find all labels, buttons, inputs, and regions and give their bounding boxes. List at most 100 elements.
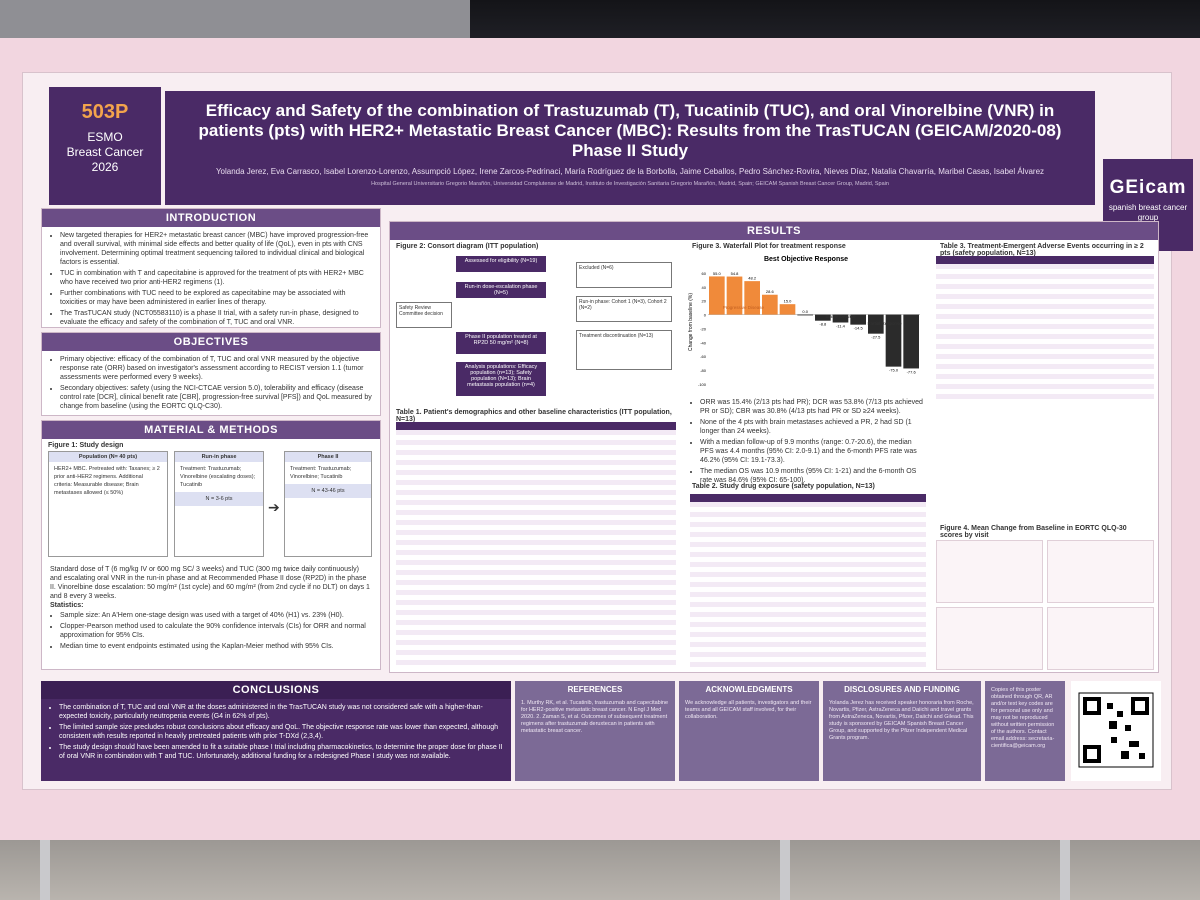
- waterfall-bar: [868, 314, 884, 334]
- bar-value-label: -27.5: [871, 335, 881, 340]
- arrow-right-icon: ➔: [268, 499, 280, 515]
- list-item: Clopper-Pearson method used to calculate…: [60, 622, 372, 640]
- copies-notice: Copies of this poster obtained through Q…: [985, 681, 1065, 781]
- consort-box: Analysis populations: Efficacy populatio…: [456, 362, 546, 396]
- chart-title: Best Objective Response: [764, 256, 848, 263]
- floor: [0, 840, 1200, 900]
- disclosures-text: Yolanda Jerez has received speaker honor…: [829, 700, 974, 741]
- phase2-column: Phase II Treatment: Trastuzumab; Vinorel…: [284, 451, 372, 557]
- waterfall-bar: [832, 314, 849, 323]
- abstract-code: 503P: [81, 101, 129, 123]
- list-item: Further combinations with TUC need to be…: [60, 289, 372, 307]
- consort-side-box: Safety Review Committee decision: [396, 302, 452, 328]
- table-header: [396, 422, 676, 430]
- consort-box: Assessed for eligibility (N=19): [456, 256, 546, 272]
- section-title: INTRODUCTION: [42, 209, 380, 227]
- qol-plot: [936, 607, 1043, 670]
- section-title: CONCLUSIONS: [41, 681, 511, 699]
- response-category-label: Partial Response: [868, 321, 903, 326]
- qr-code[interactable]: [1071, 681, 1161, 781]
- results-section: RESULTS Figure 2: Consort diagram (ITT p…: [389, 221, 1159, 673]
- title-banner: Efficacy and Safety of the combination o…: [165, 91, 1095, 205]
- list-item: TUC in combination with T and capecitabi…: [60, 269, 372, 287]
- section-title: OBJECTIVES: [42, 333, 380, 351]
- consort-box: Phase II population treated at RP2D 50 m…: [456, 332, 546, 354]
- acknowledgments-section: ACKNOWLEDGMENTS We acknowledge all patie…: [679, 681, 819, 781]
- waterfall-chart: Best Objective Response Change from basel…: [686, 252, 926, 392]
- adverse-events-table: [936, 256, 1154, 406]
- bar-value-label: -75.0: [889, 368, 899, 373]
- board-leg: [1060, 840, 1070, 900]
- list-item: Median time to event endpoints estimated…: [60, 642, 372, 651]
- y-tick-label: -100: [698, 382, 707, 387]
- abstract-code-block: 503P ESMO Breast Cancer 2026: [49, 87, 161, 205]
- statistics-list: Sample size: An A'Hern one-stage design …: [42, 607, 380, 657]
- y-tick-label: -20: [700, 326, 707, 331]
- list-item: The study design should have been amende…: [59, 743, 503, 761]
- waterfall-bar: [709, 276, 725, 315]
- consort-side-box: Excluded (N=6): [576, 262, 672, 288]
- section-title: MATERIAL & METHODS: [42, 421, 380, 439]
- introduction-section: INTRODUCTION New targeted therapies for …: [41, 208, 381, 328]
- consort-box: Run-in dose-escalation phase (N=5): [456, 282, 546, 298]
- waterfall-bar: [726, 276, 743, 315]
- list-item: Sample size: An A'Hern one-stage design …: [60, 611, 372, 620]
- exposure-table: [690, 494, 926, 670]
- section-title: REFERENCES: [567, 685, 623, 694]
- table-body: [690, 502, 926, 668]
- table-title: Table 1. Patient's demographics and othe…: [396, 409, 672, 423]
- baseline-table: [396, 422, 676, 672]
- bar-value-label: -11.4: [836, 324, 846, 329]
- y-tick-label: -60: [700, 354, 707, 359]
- response-category-label: Stable Disease: [825, 314, 856, 319]
- waterfall-bar: [885, 314, 902, 367]
- study-design-figure: Population (N= 40 pts) HER2+ MBC. Pretre…: [48, 451, 374, 561]
- figure-title: Figure 4. Mean Change from Baseline in E…: [940, 525, 1127, 539]
- waterfall-bar: [815, 314, 831, 321]
- waterfall-bar: [744, 281, 760, 315]
- primary-objective: Primary objective: efficacy of the combi…: [60, 355, 372, 382]
- bar-value-label: 0.0: [802, 309, 808, 314]
- waterfall-svg: Best Objective Response Change from basel…: [688, 256, 920, 387]
- qol-plot: [936, 540, 1043, 603]
- bar-value-label: 55.0: [713, 271, 722, 276]
- table-header: [936, 256, 1154, 264]
- disclosures-section: DISCLOSURES AND FUNDING Yolanda Jerez ha…: [823, 681, 981, 781]
- y-tick-label: 0: [704, 313, 707, 318]
- list-item: The combination of T, TUC and oral VNR a…: [59, 703, 503, 721]
- waterfall-bar: [797, 314, 813, 316]
- section-title: ACKNOWLEDGMENTS: [705, 685, 793, 694]
- table-body: [396, 430, 676, 670]
- y-tick-label: 40: [702, 285, 707, 290]
- list-item: New targeted therapies for HER2+ metasta…: [60, 231, 372, 267]
- list-item: The median OS was 10.9 months (95% CI: 1…: [700, 467, 924, 485]
- table-header: [690, 494, 926, 502]
- table-title: Table 3. Treatment-Emergent Adverse Even…: [940, 243, 1144, 257]
- y-tick-label: 60: [702, 271, 707, 276]
- table-body: [936, 264, 1154, 404]
- conclusions-section: CONCLUSIONS The combination of T, TUC an…: [41, 681, 511, 781]
- figure-title: Figure 1: Study design: [48, 442, 124, 449]
- affiliations: Hospital General Universitario Gregorio …: [371, 181, 889, 187]
- figure-title: Figure 3. Waterfall Plot for treatment r…: [692, 243, 846, 250]
- statistics-title: Statistics:: [50, 602, 84, 609]
- y-axis-label: Change from baseline (%): [688, 293, 694, 351]
- section-title: RESULTS: [390, 222, 1158, 240]
- population-column: Population (N= 40 pts) HER2+ MBC. Pretre…: [48, 451, 168, 557]
- bar-value-label: 15.0: [784, 299, 793, 304]
- efficacy-list: ORR was 15.4% (2/13 pts had PR); DCR was…: [682, 394, 932, 491]
- figure-title: Figure 2: Consort diagram (ITT populatio…: [396, 243, 539, 250]
- consort-side-box: Run-in phase: Cohort 1 (N=3), Cohort 2 (…: [576, 296, 672, 322]
- list-item: With a median follow-up of 9.9 months (r…: [700, 438, 924, 465]
- introduction-list: New targeted therapies for HER2+ metasta…: [42, 227, 380, 333]
- author-list: Yolanda Jerez, Eva Carrasco, Isabel Lore…: [215, 167, 1045, 176]
- consort-side-box: Treatment discontinuation (N=13): [576, 330, 672, 370]
- bar-value-label: -14.5: [854, 326, 864, 331]
- bar-value-label: 54.8: [731, 271, 740, 276]
- y-tick-label: -40: [700, 340, 707, 345]
- bar-value-label: -77.6: [907, 369, 917, 374]
- secondary-objective: Secondary objectives: safety (using the …: [60, 384, 372, 411]
- geicam-logo: GEicam spanish breast cancer group: [1103, 159, 1193, 251]
- table-title: Table 2. Study drug exposure (safety pop…: [692, 483, 875, 490]
- objectives-section: OBJECTIVES Primary objective: efficacy o…: [41, 332, 381, 416]
